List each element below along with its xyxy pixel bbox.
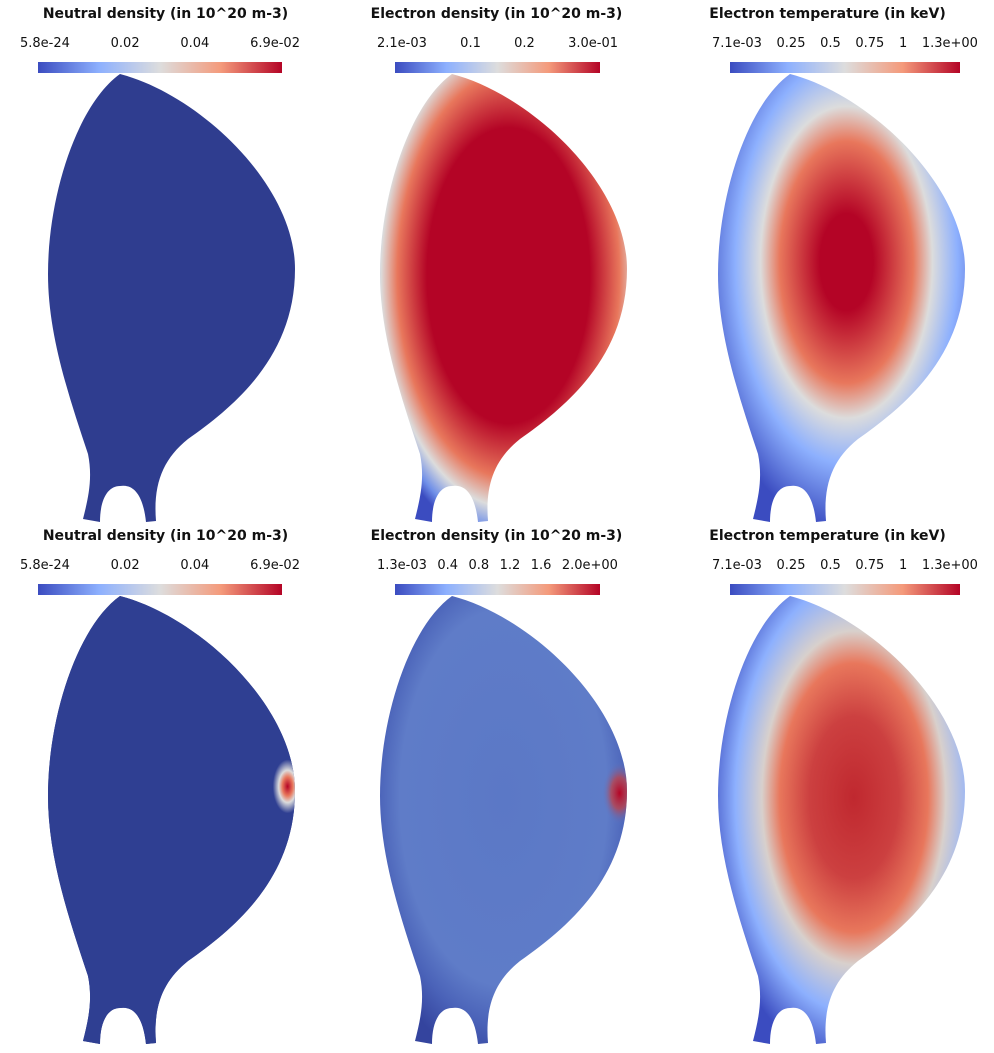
colorbar-tick-label: 0.8 bbox=[468, 558, 490, 573]
colorbar bbox=[38, 62, 282, 73]
colorbar-tick-label: 1.3e-03 bbox=[377, 558, 427, 573]
colorbar-tick-label: 2.1e-03 bbox=[377, 36, 427, 51]
colorbar-tick-label: 1.3e+00 bbox=[921, 36, 978, 51]
field-layer bbox=[718, 596, 965, 1044]
colorbar-tick-label: 1 bbox=[898, 558, 908, 573]
colorbar bbox=[38, 584, 282, 595]
panel-title: Electron temperature (in keV) bbox=[709, 6, 946, 22]
colorbar-tick-label: 0.2 bbox=[514, 36, 535, 51]
panel: Electron density (in 10^20 m-3) 1.3e-03 0.… bbox=[331, 522, 662, 1045]
colorbar-tick-label: 1.2 bbox=[499, 558, 521, 573]
panel-title: Electron density (in 10^20 m-3) bbox=[370, 6, 623, 22]
field-layer bbox=[48, 596, 295, 1044]
colorbar bbox=[395, 584, 600, 595]
panel: Neutral density (in 10^20 m-3) 5.8e-24 0.0… bbox=[0, 0, 331, 523]
colorbar-ticks: 5.8e-24 0.02 0.04 6.9e-02 bbox=[20, 558, 300, 576]
field-layer bbox=[380, 74, 627, 522]
colorbar-ticks: 1.3e-03 0.4 0.8 1.2 1.6 2.0e+00 bbox=[377, 558, 618, 576]
colorbar-tick-label: 0.5 bbox=[820, 36, 841, 51]
colorbar-tick-label: 0.75 bbox=[855, 36, 885, 51]
colorbar-tick-label: 3.0e-01 bbox=[568, 36, 618, 51]
field-layer bbox=[48, 74, 295, 522]
panel: Electron temperature (in keV) 7.1e-03 0.25… bbox=[662, 522, 993, 1045]
panel: Neutral density (in 10^20 m-3) 5.8e-24 0.0… bbox=[0, 522, 331, 1045]
panel-title: Neutral density (in 10^20 m-3) bbox=[42, 6, 289, 22]
colorbar-tick-label: 1 bbox=[898, 36, 908, 51]
colorbar-tick-label: 2.0e+00 bbox=[561, 558, 618, 573]
colorbar bbox=[730, 62, 960, 73]
panel: Electron density (in 10^20 m-3) 2.1e-03 0.… bbox=[331, 0, 662, 523]
colorbar-tick-label: 0.75 bbox=[855, 558, 885, 573]
colorbar-tick-label: 0.5 bbox=[820, 558, 841, 573]
colorbar-tick-label: 5.8e-24 bbox=[20, 558, 70, 573]
panel: Electron temperature (in keV) 7.1e-03 0.25… bbox=[662, 0, 993, 523]
plasma-field bbox=[48, 596, 295, 1044]
plasma-field bbox=[380, 74, 627, 522]
colorbar-tick-label: 1.3e+00 bbox=[921, 558, 978, 573]
colorbar bbox=[395, 62, 600, 73]
colorbar bbox=[730, 584, 960, 595]
plasma-field bbox=[48, 74, 295, 522]
field-layer bbox=[380, 596, 627, 1044]
colorbar-tick-label: 0.02 bbox=[110, 36, 140, 51]
colorbar-ticks: 5.8e-24 0.02 0.04 6.9e-02 bbox=[20, 36, 300, 54]
colorbar-tick-label: 0.25 bbox=[776, 558, 806, 573]
panel-title: Electron density (in 10^20 m-3) bbox=[370, 528, 623, 544]
colorbar-tick-label: 0.04 bbox=[180, 36, 210, 51]
colorbar-ticks: 7.1e-03 0.25 0.5 0.75 1 1.3e+00 bbox=[712, 36, 978, 54]
colorbar-ticks: 2.1e-03 0.1 0.2 3.0e-01 bbox=[377, 36, 618, 54]
colorbar-tick-label: 6.9e-02 bbox=[250, 558, 300, 573]
field-layer bbox=[718, 74, 965, 522]
panel-title: Neutral density (in 10^20 m-3) bbox=[42, 528, 289, 544]
colorbar-tick-label: 0.04 bbox=[180, 558, 210, 573]
colorbar-tick-label: 5.8e-24 bbox=[20, 36, 70, 51]
plasma-field bbox=[718, 596, 965, 1044]
colorbar-tick-label: 7.1e-03 bbox=[712, 36, 762, 51]
colorbar-tick-label: 0.4 bbox=[437, 558, 459, 573]
plasma-field bbox=[380, 596, 627, 1044]
colorbar-tick-label: 0.02 bbox=[110, 558, 140, 573]
colorbar-tick-label: 0.25 bbox=[776, 36, 806, 51]
colorbar-tick-label: 6.9e-02 bbox=[250, 36, 300, 51]
colorbar-ticks: 7.1e-03 0.25 0.5 0.75 1 1.3e+00 bbox=[712, 558, 978, 576]
panel-title: Electron temperature (in keV) bbox=[709, 528, 946, 544]
colorbar-tick-label: 1.6 bbox=[530, 558, 552, 573]
colorbar-tick-label: 0.1 bbox=[460, 36, 481, 51]
colorbar-tick-label: 7.1e-03 bbox=[712, 558, 762, 573]
plasma-field bbox=[718, 74, 965, 522]
